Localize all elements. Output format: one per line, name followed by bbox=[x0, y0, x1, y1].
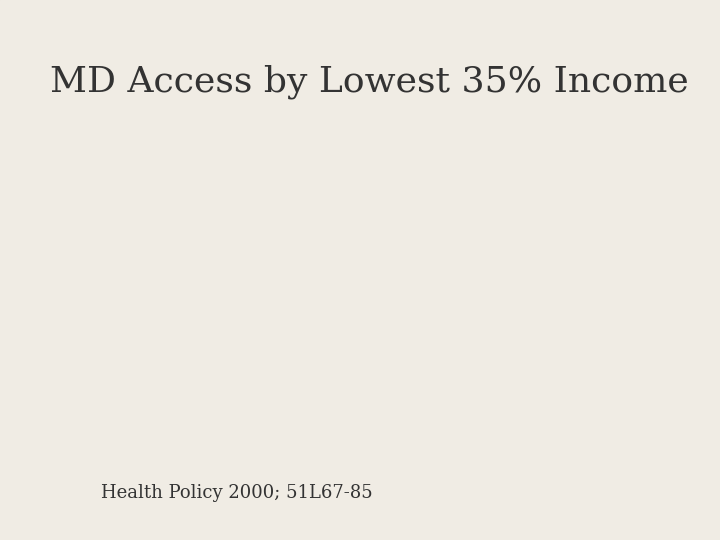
Bar bbox=[491, 0, 557, 65]
Bar bbox=[91, 316, 121, 443]
Text: Health Policy 2000; 51L67-85: Health Policy 2000; 51L67-85 bbox=[101, 484, 372, 502]
Bar bbox=[229, 0, 294, 65]
Bar bbox=[557, 0, 622, 65]
Bar bbox=[360, 0, 426, 65]
Bar bbox=[258, 281, 288, 443]
Bar bbox=[294, 0, 360, 65]
Text: MD Access by Lowest 35% Income: MD Access by Lowest 35% Income bbox=[50, 65, 689, 99]
Bar bbox=[426, 0, 491, 65]
Bar bbox=[32, 0, 98, 65]
Bar bbox=[175, 330, 204, 443]
Bar bbox=[163, 0, 229, 65]
Bar bbox=[288, 352, 318, 443]
Bar bbox=[372, 338, 401, 443]
Bar bbox=[204, 366, 234, 443]
Bar bbox=[426, 183, 455, 443]
Bar bbox=[622, 0, 688, 65]
Bar bbox=[455, 281, 485, 443]
Legend: No personal MD, No MD visit in past
year: No personal MD, No MD visit in past year bbox=[533, 169, 706, 234]
Bar bbox=[342, 345, 372, 443]
Bar bbox=[121, 394, 150, 443]
Bar bbox=[98, 0, 163, 65]
